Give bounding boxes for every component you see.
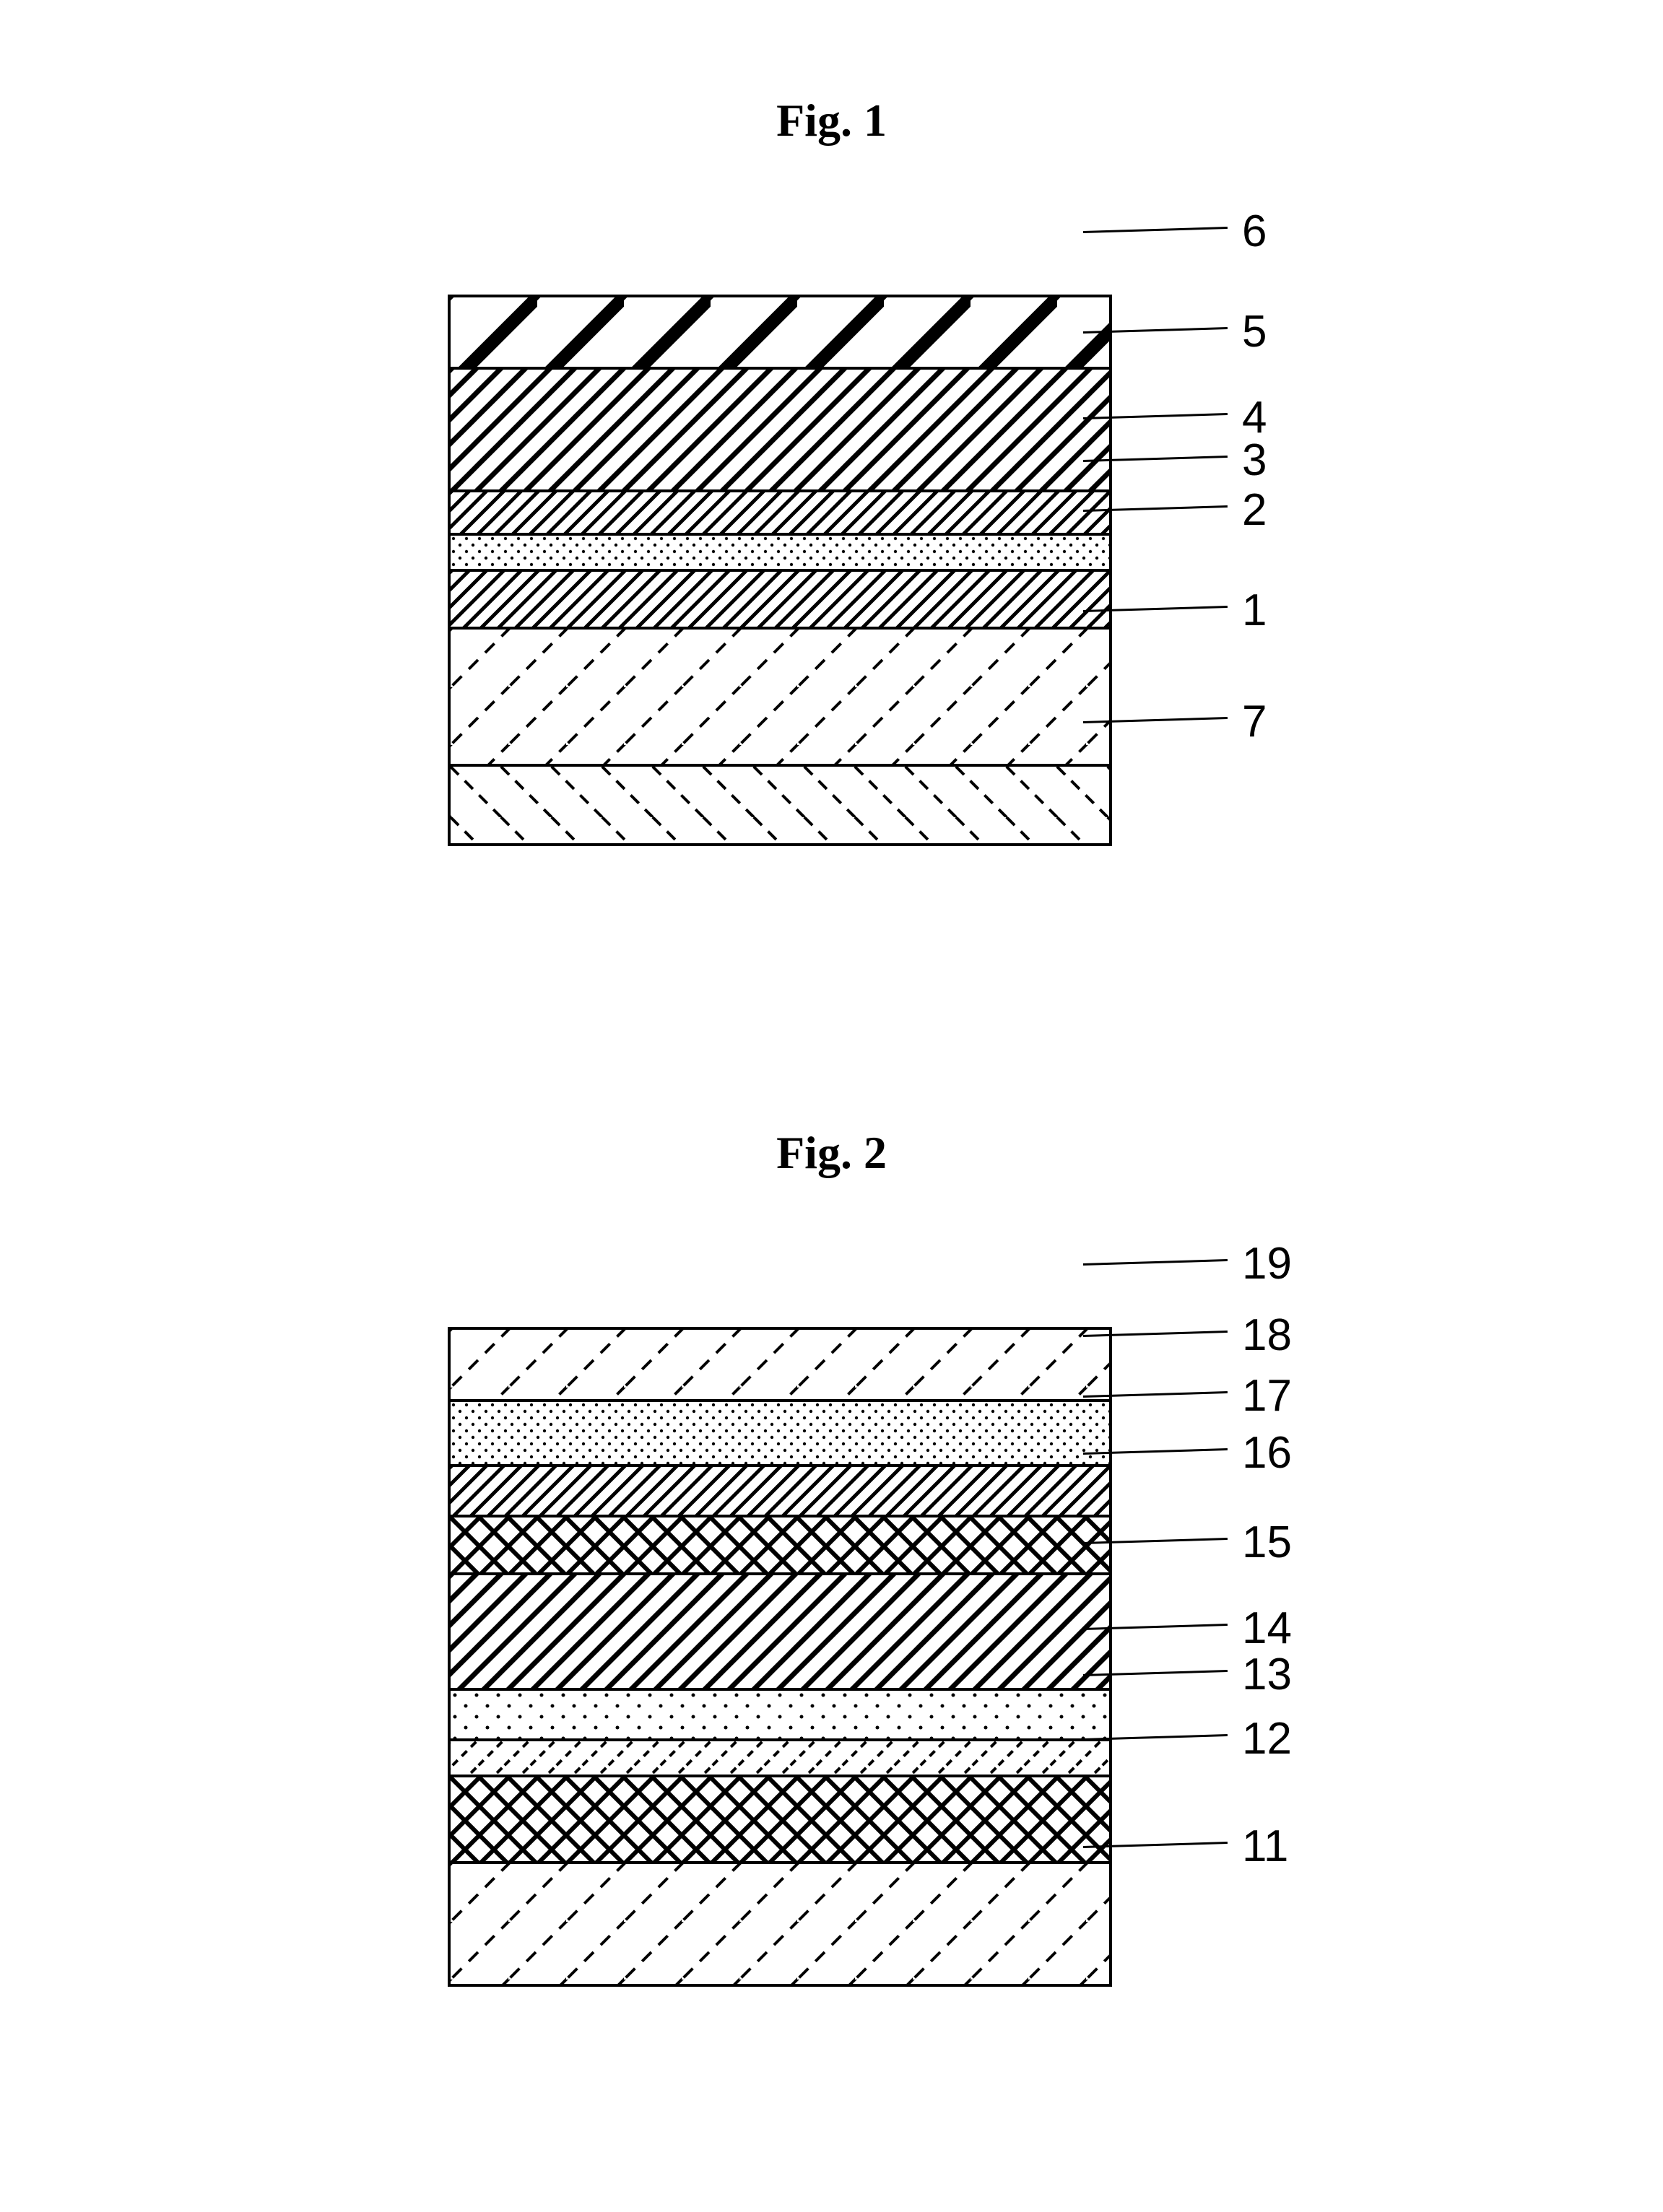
fig1-label-2: 2 <box>1242 484 1267 536</box>
fig1-layer-3 <box>451 536 1109 572</box>
fig1-label-3: 3 <box>1242 435 1267 486</box>
fig1-label-7: 7 <box>1242 696 1267 747</box>
figure-1-layer-stack <box>448 295 1112 846</box>
figure-1: Fig. 1 6543217 <box>0 94 1663 863</box>
fig2-layer-18 <box>451 1402 1109 1467</box>
fig2-label-18: 18 <box>1242 1310 1292 1361</box>
fig1-layer-6 <box>451 297 1109 370</box>
fig1-layer-5 <box>451 370 1109 492</box>
figure-2-title: Fig. 2 <box>0 1126 1663 1180</box>
fig2-label-15: 15 <box>1242 1517 1292 1568</box>
fig2-label-11: 11 <box>1242 1821 1288 1872</box>
fig1-layer-1 <box>451 630 1109 767</box>
fig2-layer-14 <box>451 1691 1109 1741</box>
fig2-layer-13 <box>451 1741 1109 1777</box>
fig1-layer-4 <box>451 492 1109 536</box>
figure-1-title: Fig. 1 <box>0 94 1663 147</box>
fig2-label-12: 12 <box>1242 1713 1292 1764</box>
fig1-layer-7 <box>451 767 1109 846</box>
fig2-layer-15 <box>451 1575 1109 1691</box>
fig1-label-1: 1 <box>1242 585 1267 636</box>
fig2-label-16: 16 <box>1242 1427 1292 1479</box>
fig1-layer-2 <box>451 572 1109 630</box>
fig2-label-19: 19 <box>1242 1238 1292 1289</box>
figure-2: Fig. 2 19 18 17 16 15 1413 12 11 <box>0 1126 1663 2010</box>
fig2-layer-11 <box>451 1864 1109 1987</box>
fig2-label-14: 14 <box>1242 1603 1292 1654</box>
fig2-layer-17 <box>451 1467 1109 1518</box>
fig2-label-13: 13 <box>1242 1649 1292 1700</box>
fig2-layer-12 <box>451 1777 1109 1864</box>
fig2-label-17: 17 <box>1242 1370 1292 1421</box>
figure-2-layer-stack <box>448 1327 1112 1987</box>
fig1-label-5: 5 <box>1242 306 1267 357</box>
fig1-label-6: 6 <box>1242 206 1267 257</box>
fig2-layer-19 <box>451 1330 1109 1402</box>
fig2-layer-16 <box>451 1518 1109 1575</box>
